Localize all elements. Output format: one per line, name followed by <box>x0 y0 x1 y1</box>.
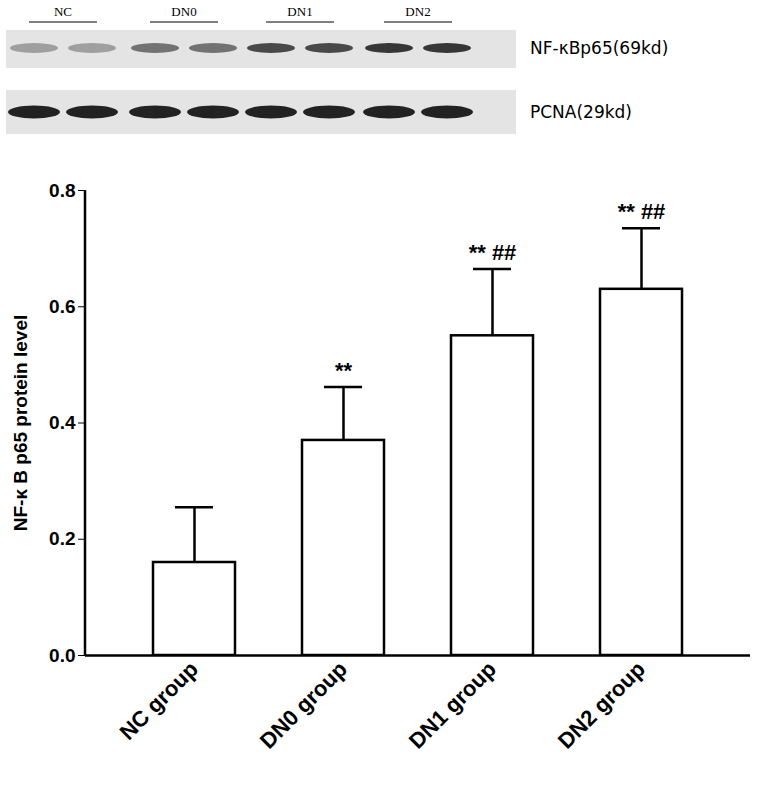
svg-text:DN0: DN0 <box>171 4 196 19</box>
svg-text:DN0 group: DN0 group <box>255 656 352 753</box>
svg-text:0.6: 0.6 <box>49 296 75 317</box>
svg-text:**: ** <box>335 358 353 383</box>
svg-text:DN2 group: DN2 group <box>553 656 650 753</box>
svg-text:DN2: DN2 <box>405 4 430 19</box>
svg-text:PCNA(29kd): PCNA(29kd) <box>530 102 632 122</box>
svg-text:NF-κ B p65 protein level: NF-κ B p65 protein level <box>10 315 31 531</box>
svg-text:0.8: 0.8 <box>49 180 75 201</box>
svg-text:NC group: NC group <box>114 656 203 745</box>
svg-text:NC: NC <box>54 4 72 19</box>
svg-text:0.4: 0.4 <box>49 412 76 433</box>
svg-text:0.0: 0.0 <box>49 645 75 666</box>
svg-text:DN1: DN1 <box>287 4 312 19</box>
svg-text:DN1 group: DN1 group <box>404 656 501 753</box>
svg-text:** ##: ** ## <box>618 199 666 224</box>
svg-text:** ##: ** ## <box>469 240 517 265</box>
svg-text:0.2: 0.2 <box>49 528 75 549</box>
svg-text:NF-κBp65(69kd): NF-κBp65(69kd) <box>530 38 668 58</box>
